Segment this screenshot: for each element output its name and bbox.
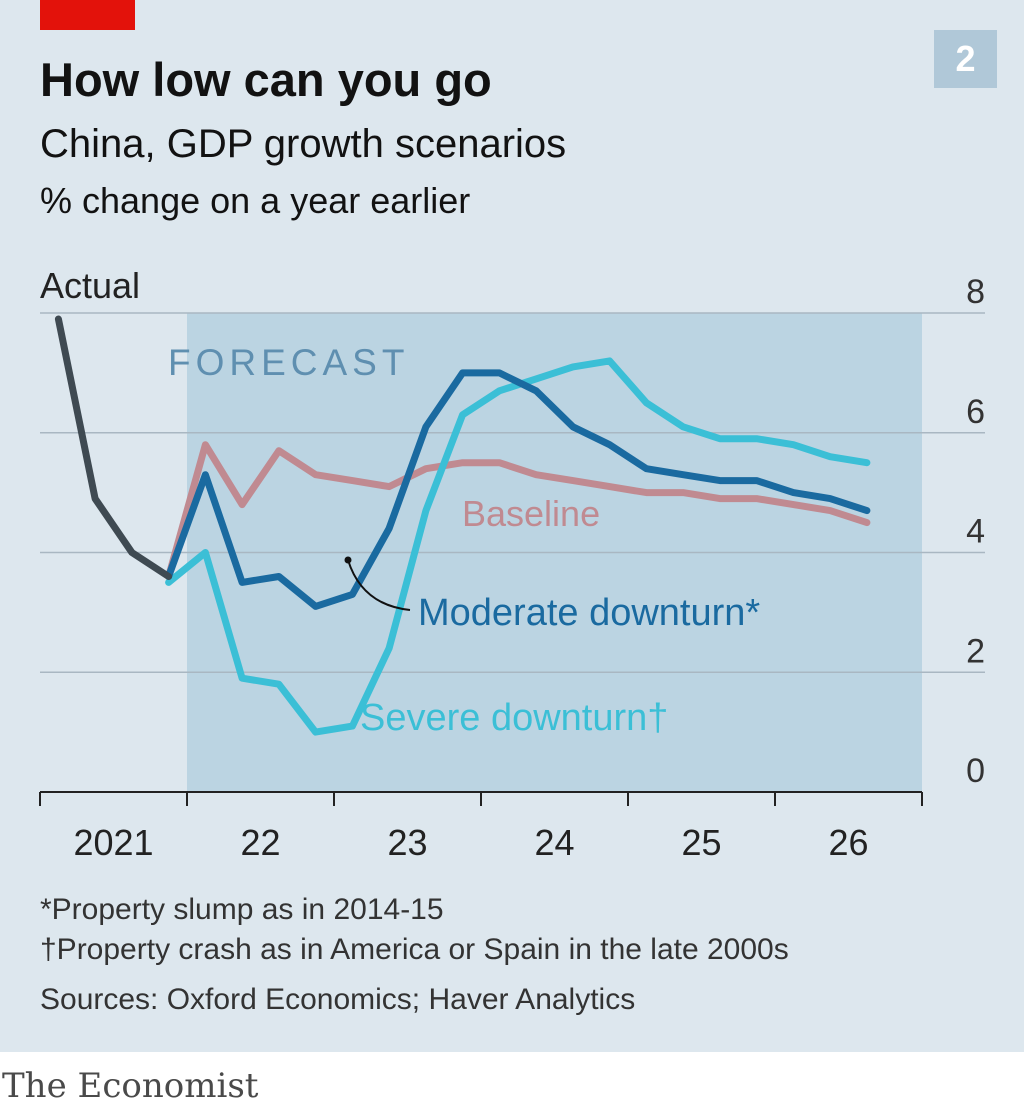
series-line-2	[165, 369, 871, 610]
chart-unit: % change on a year earlier	[40, 180, 471, 221]
footnote-severe: †Property crash as in America or Spain i…	[40, 933, 789, 966]
series-label-0: Actual	[40, 265, 140, 306]
x-tick-label: 25	[681, 822, 721, 863]
y-tick-label: 0	[966, 752, 985, 790]
forecast-label: FORECAST	[168, 342, 409, 383]
series-line-1	[165, 441, 871, 580]
x-tick-label: 23	[387, 822, 427, 863]
chart-subtitle: China, GDP growth scenarios	[40, 122, 567, 166]
x-tick-label: 26	[828, 822, 868, 863]
moderate-leader-dot	[344, 556, 352, 564]
y-tick-label: 4	[966, 513, 985, 551]
y-tick-label: 6	[966, 393, 985, 431]
footnote-moderate: *Property slump as in 2014-15	[40, 893, 444, 926]
y-tick-label: 8	[966, 273, 985, 311]
chart-title: How low can you go	[40, 53, 492, 106]
x-tick-label: 22	[240, 822, 280, 863]
publisher-wordmark: The Economist	[2, 1066, 259, 1106]
chart-number-badge: 2	[934, 30, 997, 88]
x-tick-label: 24	[534, 822, 574, 863]
series-label-2: Moderate downturn*	[418, 592, 760, 634]
y-tick-label: 2	[966, 632, 985, 670]
moderate-leader-line	[347, 559, 411, 611]
series-label-1: Baseline	[462, 493, 600, 534]
chart-card: 2 How low can you go China, GDP growth s…	[0, 0, 1024, 1052]
brand-red-tag	[40, 0, 135, 30]
series-label-3: Severe downturn†	[360, 697, 668, 739]
sources-note: Sources: Oxford Economics; Haver Analyti…	[40, 983, 636, 1016]
x-tick-label: 2021	[73, 822, 153, 863]
series-line-0	[54, 315, 173, 580]
